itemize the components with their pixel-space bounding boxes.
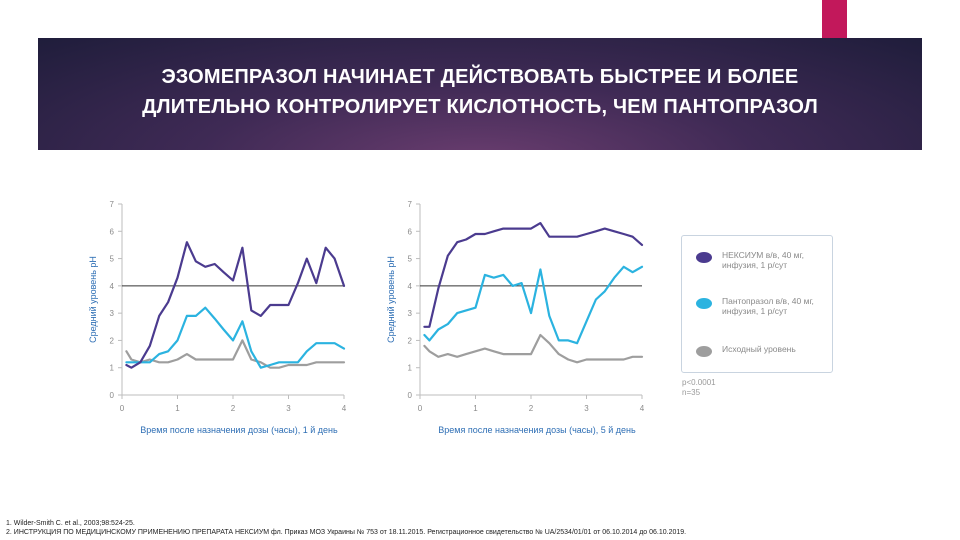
series-baseline-line: [423, 333, 644, 364]
y-tick-label: 4: [110, 282, 115, 291]
legend-label-nexium: НЕКСИУМ в/в, 40 мг, инфузия, 1 р/сут: [722, 250, 804, 270]
y-tick-label: 5: [110, 255, 115, 264]
x-tick-label: 4: [342, 404, 347, 413]
sample-size: n=35: [682, 388, 701, 397]
x-tick-label: 4: [640, 404, 645, 413]
y-tick-label: 1: [110, 364, 115, 373]
series-pantoprazole-line: [423, 265, 644, 345]
x-tick-label: 3: [286, 404, 291, 413]
y-tick-label: 2: [110, 336, 115, 345]
y-axis-label: Средний уровень pH: [88, 256, 98, 343]
reference-1: 1. Wilder-Smith C. et al., 2003;98:524-2…: [6, 520, 135, 527]
y-tick-label: 6: [110, 227, 115, 236]
legend-label-baseline: Исходный уровень: [722, 344, 796, 354]
p-value: p<0.0001: [682, 378, 716, 387]
y-tick-label: 6: [408, 227, 413, 236]
y-tick-label: 4: [408, 282, 413, 291]
x-tick-label: 3: [584, 404, 589, 413]
statistics: p<0.0001 n=35: [682, 378, 716, 398]
series-nexium-line: [423, 222, 644, 328]
x-tick-label: 1: [175, 404, 180, 413]
x-tick-label: 0: [120, 404, 125, 413]
legend-swatch-baseline: [696, 346, 712, 357]
title-line-1: ЭЗОМЕПРАЗОЛ НАЧИНАЕТ ДЕЙСТВОВАТЬ БЫСТРЕЕ…: [161, 66, 799, 88]
y-tick-label: 5: [408, 255, 413, 264]
title-banner: [38, 38, 922, 150]
references: 1. Wilder-Smith C. et al., 2003;98:524-2…: [6, 519, 686, 537]
series-baseline-line: [125, 339, 346, 369]
slide-title: ЭЗОМЕПРАЗОЛ НАЧИНАЕТ ДЕЙСТВОВАТЬ БЫСТРЕЕ…: [38, 62, 922, 122]
legend-label-pantoprazole: Пантопразол в/в, 40 мг, инфузия, 1 р/сут: [722, 296, 814, 316]
legend-swatch-pantoprazole: [696, 298, 712, 309]
series-pantoprazole-line: [125, 306, 346, 369]
y-tick-label: 1: [408, 364, 413, 373]
y-tick-label: 7: [408, 200, 413, 209]
legend: НЕКСИУМ в/в, 40 мг, инфузия, 1 р/сут Пан…: [681, 235, 833, 373]
x-tick-label: 1: [473, 404, 478, 413]
reference-2: 2. ИНСТРУКЦИЯ ПО МЕДИЦИНСКОМУ ПРИМЕНЕНИЮ…: [6, 529, 687, 536]
y-tick-label: 3: [110, 309, 115, 318]
y-tick-label: 0: [110, 391, 115, 400]
y-tick-label: 7: [110, 200, 115, 209]
chart-day-1: 0 1 2 3 4 5 6 7 0 1 2 3 4 Время после назначения дозы…: [88, 200, 347, 435]
x-tick-label: 0: [418, 404, 423, 413]
x-axis-label: Время после назначения дозы (часы), 5 й …: [438, 425, 636, 435]
chart-day-5: 0 1 2 3 4 5 6 7 0 1 2 3 4 Время после назначения дозы…: [386, 200, 645, 435]
y-tick-label: 2: [408, 336, 413, 345]
y-axis-label: Средний уровень pH: [386, 256, 396, 343]
legend-swatch-nexium: [696, 252, 712, 263]
x-axis-label: Время после назначения дозы (часы), 1 й …: [140, 425, 338, 435]
y-tick-label: 0: [408, 391, 413, 400]
title-line-2: ДЛИТЕЛЬНО КОНТРОЛИРУЕТ КИСЛОТНОСТЬ, ЧЕМ …: [142, 96, 818, 118]
x-tick-label: 2: [231, 404, 236, 413]
x-tick-label: 2: [529, 404, 534, 413]
series-nexium-line: [125, 241, 346, 369]
y-tick-label: 3: [408, 309, 413, 318]
